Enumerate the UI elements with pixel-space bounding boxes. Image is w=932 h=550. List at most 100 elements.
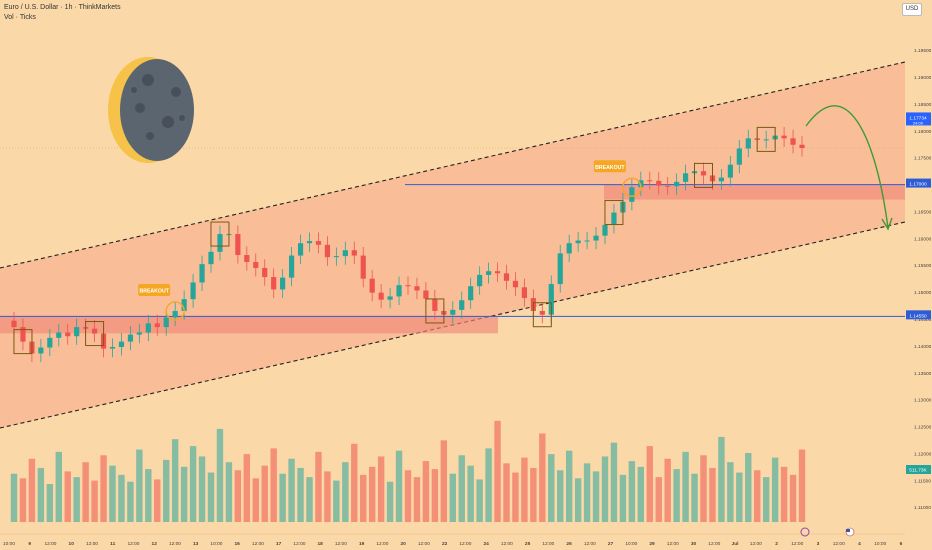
volume-bar	[333, 480, 340, 522]
x-tick-label: 11	[110, 541, 115, 547]
volume-bar	[673, 469, 680, 522]
y-tick-label: 1.14000	[914, 344, 932, 350]
y-tick-label: 1.15000	[914, 290, 932, 296]
candle-body	[369, 278, 375, 293]
x-tick-label: 12	[152, 541, 158, 547]
volume-bar	[234, 470, 242, 522]
volume-bar	[727, 462, 734, 522]
flag-icon	[845, 527, 855, 537]
candle-body	[674, 181, 680, 187]
candle-body	[799, 144, 805, 149]
candle-body	[91, 328, 98, 334]
candle-body	[727, 164, 733, 178]
x-tick-label: 20	[400, 541, 406, 547]
volume-bar	[592, 471, 600, 522]
flag-canton	[846, 529, 850, 532]
candle-body	[647, 180, 653, 182]
volume-bar	[762, 477, 770, 522]
volume-bar	[736, 472, 743, 522]
breakout-label: BREAKOUT	[595, 165, 625, 171]
volume-bar	[82, 462, 89, 522]
x-tick-label: 10:00	[210, 541, 222, 547]
volume-bar	[342, 462, 349, 522]
volume-bar	[180, 466, 188, 522]
volume-bar	[225, 462, 233, 522]
breakout-circle	[622, 177, 642, 197]
currency-button[interactable]: USD	[902, 3, 922, 16]
candle-body	[244, 255, 250, 263]
volume-bar	[109, 465, 116, 522]
moon-crater	[146, 132, 154, 140]
y-tick-label: 1.13000	[914, 398, 932, 404]
rising-channel	[0, 62, 905, 428]
candle-body	[360, 255, 366, 279]
candle-body	[468, 286, 474, 301]
candle-body	[700, 171, 707, 176]
candle-body	[333, 256, 339, 258]
candle-body	[38, 347, 44, 354]
candle-body	[718, 177, 725, 182]
candle-body	[136, 332, 142, 335]
volume-bar	[216, 428, 224, 522]
candle-body	[190, 282, 196, 300]
candle-body	[494, 271, 501, 274]
x-tick-label: 27	[608, 541, 614, 547]
candle-body	[781, 135, 787, 139]
candle-body	[584, 240, 590, 242]
volume-bar	[10, 473, 18, 522]
x-tick-label: 12:00	[293, 541, 305, 547]
y-tick-label: 1.12000	[914, 451, 932, 457]
candle-body	[396, 285, 402, 297]
volume-indicator-title[interactable]: Vol · Ticks	[4, 14, 36, 21]
volume-bar	[619, 474, 627, 522]
retest-box	[425, 298, 445, 324]
candle-body	[414, 286, 420, 291]
volume-bar	[431, 469, 439, 522]
y-tick-label: 1.11500	[914, 478, 931, 484]
breakout-label-bg	[138, 283, 171, 296]
channel-upper-line	[0, 61, 906, 269]
candle-body	[235, 234, 241, 256]
candle-body	[271, 277, 277, 290]
volume-bar	[351, 443, 358, 522]
chart-header: Euro / U.S. Dollar · 1h · ThinkMarkets V…	[4, 3, 121, 23]
x-tick-label: 12:00	[252, 541, 264, 547]
volume-bar	[512, 472, 519, 522]
moon-face	[120, 59, 194, 161]
moon-crater	[171, 87, 181, 97]
candle-body	[297, 243, 304, 256]
symbol-title[interactable]: Euro / U.S. Dollar · 1h · ThinkMarkets	[4, 4, 121, 11]
volume-bar	[548, 454, 555, 522]
volume-bar	[127, 481, 134, 522]
y-tick-label: 1.19500	[914, 48, 932, 54]
volume-bar	[136, 449, 143, 522]
volume-bar	[297, 467, 304, 522]
volume-bar	[198, 456, 206, 522]
candle-body	[145, 323, 151, 333]
volume-bar	[306, 477, 313, 522]
resistance-price-tag: 1.17000	[909, 182, 927, 188]
volume-tag: 511.73K	[909, 468, 927, 474]
candle-body	[208, 251, 214, 265]
retest-box	[85, 321, 105, 347]
volume-bar	[154, 479, 161, 522]
y-tick-label: 1.13500	[914, 371, 932, 377]
x-tick-label: 10:00	[3, 541, 15, 547]
x-tick-label: 10	[69, 541, 75, 547]
volume-bar	[476, 479, 483, 522]
x-tick-label: 4	[858, 541, 861, 547]
candle-body	[127, 334, 134, 342]
support-zone	[0, 316, 498, 334]
volume-bar	[664, 458, 671, 522]
volume-bar	[610, 442, 618, 522]
x-tick-label: 10:00	[625, 541, 637, 547]
candle-body	[405, 285, 411, 287]
moon-crater	[179, 115, 185, 121]
candle-body	[306, 241, 313, 244]
volume-bar	[252, 478, 259, 522]
x-tick-label: 12:00	[459, 541, 471, 547]
volume-bar	[646, 446, 653, 522]
volume-bar	[655, 477, 662, 522]
